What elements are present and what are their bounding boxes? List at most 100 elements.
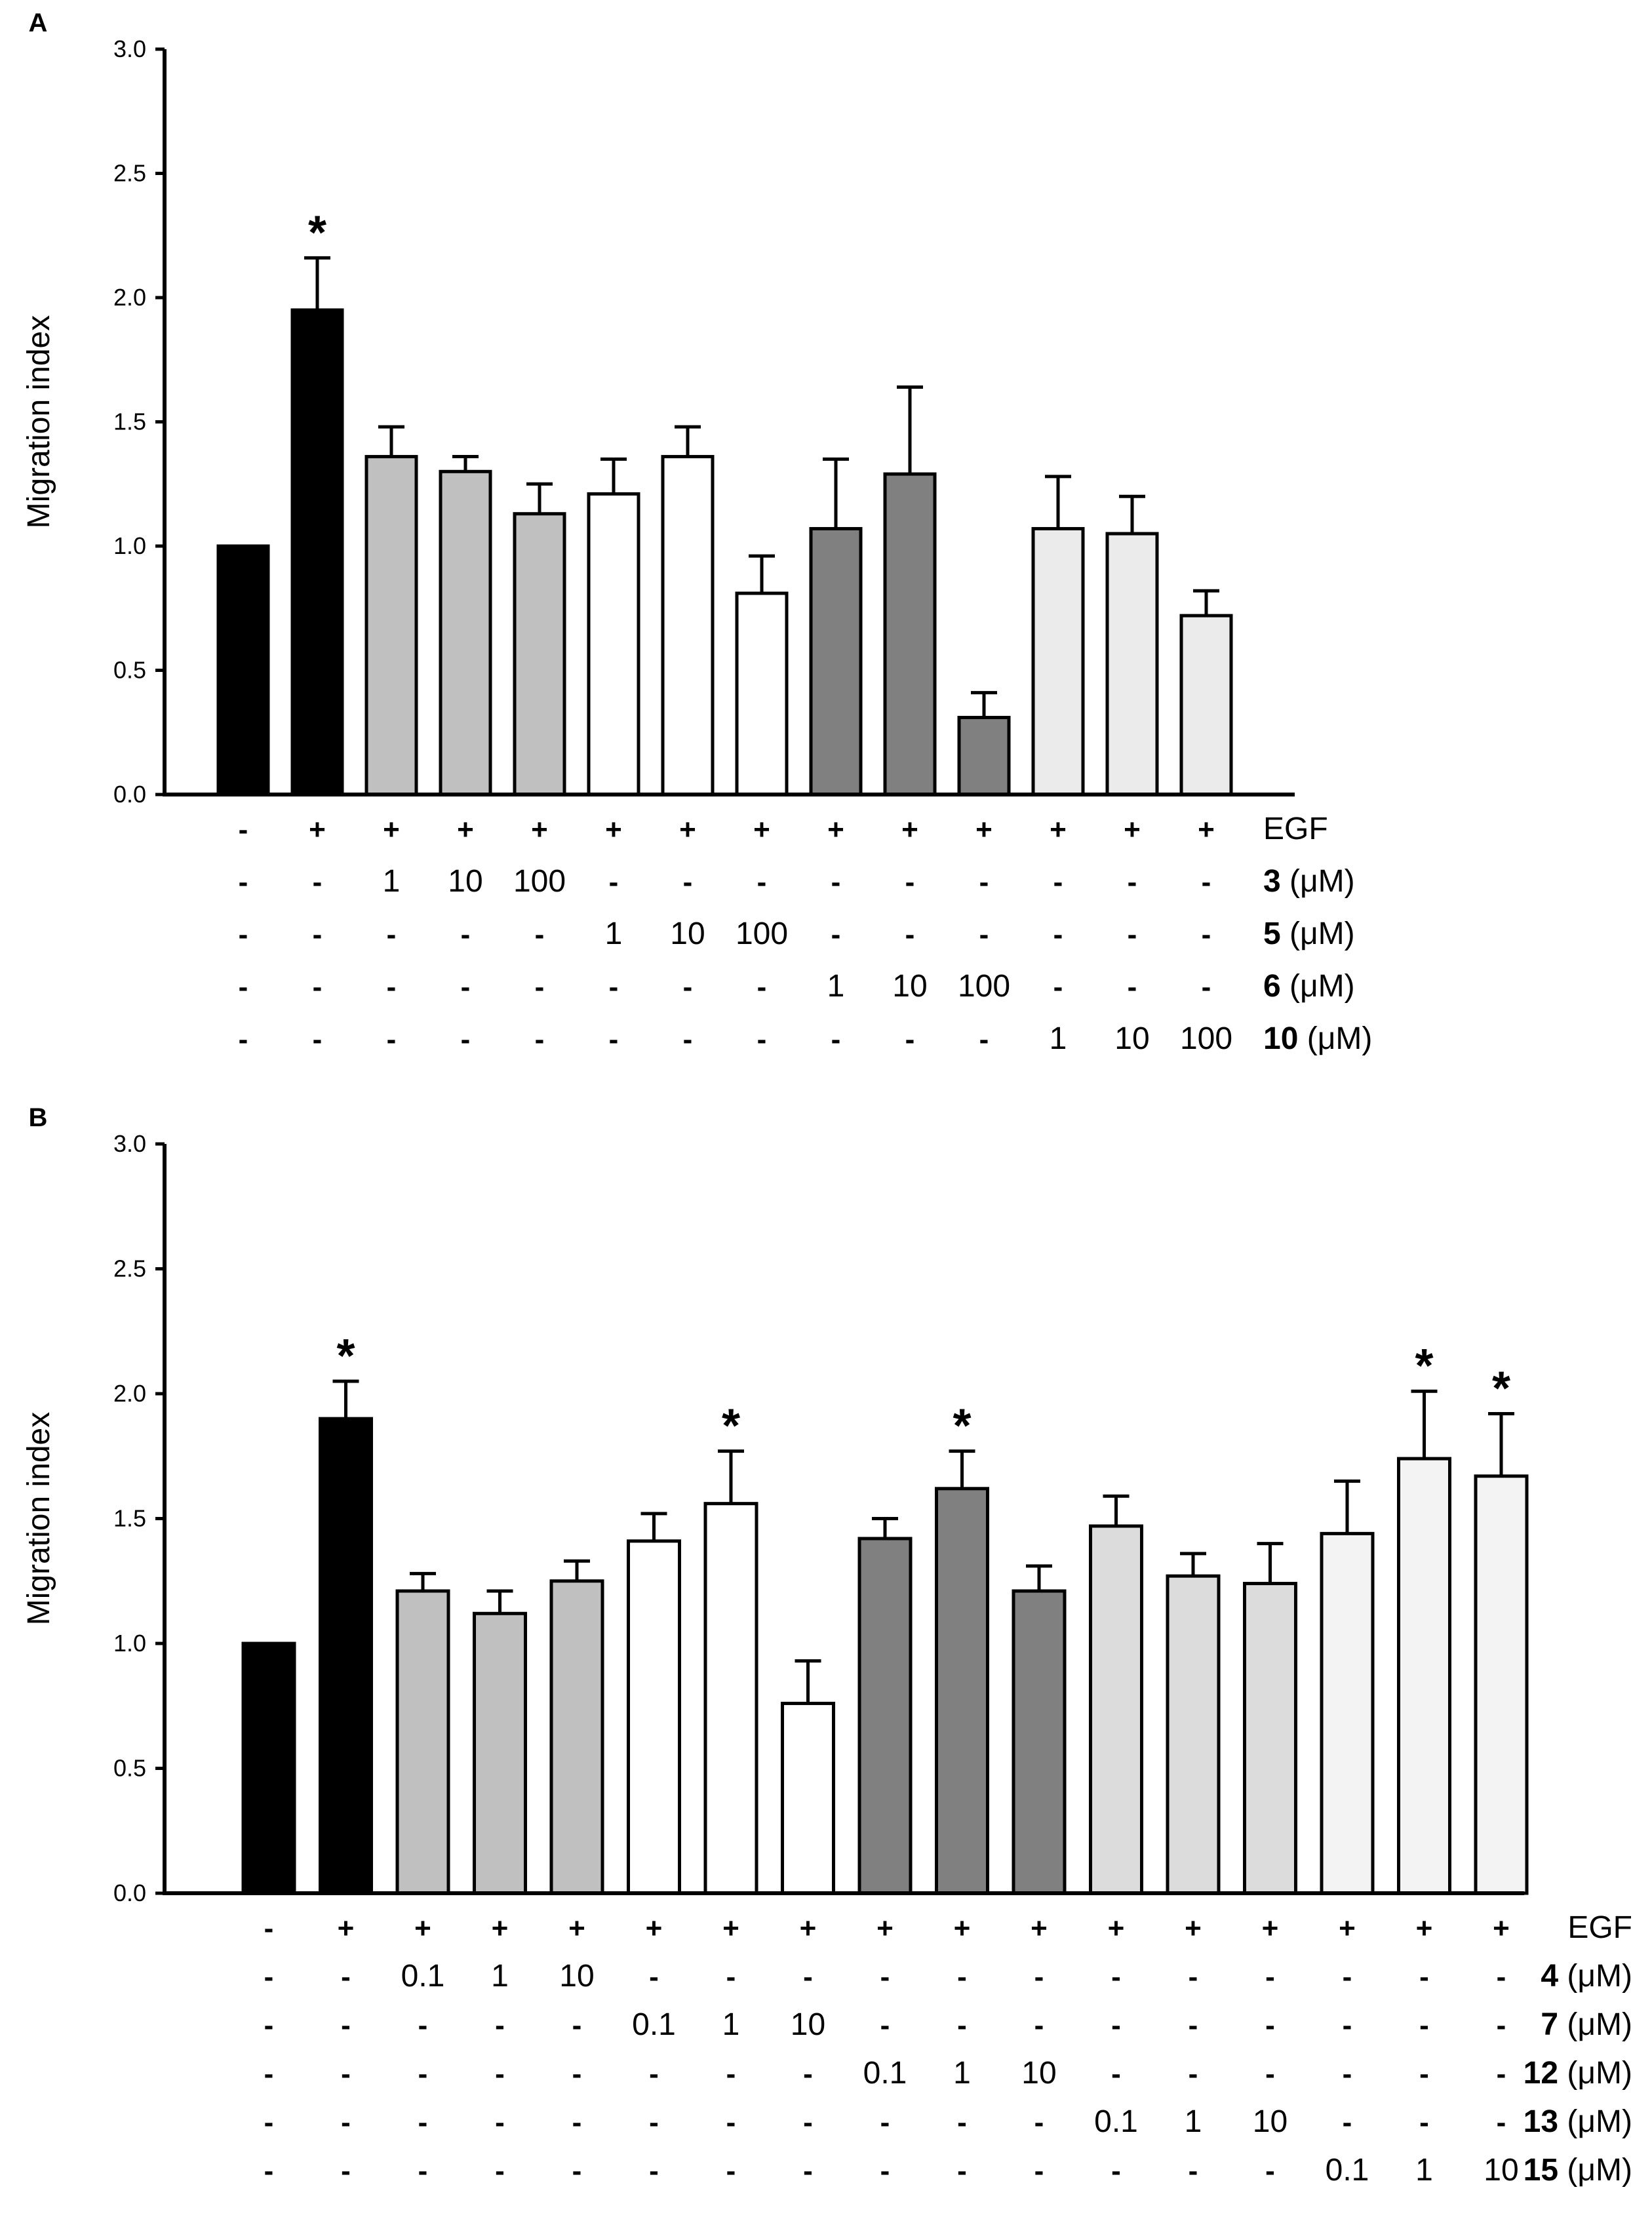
panel-b-treatment-row-label: 4 (μM) [1541,1959,1632,1994]
panel-a-treatment-cell: - [1128,866,1137,898]
panel-b-treatment-cell: 10 [791,2007,825,2042]
panel-b-treatment-cell: - [1265,2009,1275,2041]
panel-b-treatment-cell: - [264,1961,274,1993]
panel-b-significance-marker: * [1415,1340,1433,1392]
panel-a-treatment-cell: - [1128,971,1137,1003]
panel-a-y-tick-label: 3.0 [113,35,146,62]
panel-a-treatment-cell: + [1124,814,1141,846]
panel-b-treatment-cell: 0.1 [1326,2153,1369,2188]
panel-b-treatment-cell: 0.1 [401,1959,445,1994]
panel-b-treatment-cell: - [418,2009,428,2041]
panel-b-treatment-cell: - [1265,1961,1275,1993]
panel-b-treatment-cell: 1 [1415,2153,1433,2188]
panel-a-treatment-cell: - [313,918,323,951]
panel-b-treatment-cell: - [495,2009,505,2041]
panel-b-treatment-cell: - [264,2106,274,2138]
panel-b-treatment-cell: - [1111,1961,1121,1993]
panel-a-treatment-cell: - [979,866,989,898]
panel-b-treatment-cell: - [264,1912,274,1944]
panel-a-treatment-cell: - [979,918,989,951]
panel-a-y-tick-label: 2.5 [113,160,146,187]
panel-a-bar [513,512,566,796]
panel-b-treatment-cell: - [803,2155,813,2187]
panel-a-bar [661,455,715,796]
panel-b-treatment-cell: - [1343,2009,1352,2041]
panel-b-bar [1320,1531,1375,1895]
panel-a-treatment-cell: - [757,866,767,898]
panel-b-treatment-cell: - [726,2058,736,2090]
panel-b-treatment-cell: - [341,1961,351,1993]
panel-a-y-tick-label: 0.5 [113,657,146,684]
panel-a-bar [1179,614,1233,796]
panel-a-y-tick-label: 0.0 [113,781,146,808]
panel-b-y-axis-title: Migration index [22,1412,56,1626]
panel-b-treatment-cell: + [1031,1912,1048,1944]
panel-b-bar [935,1487,989,1895]
panel-a-y-tick-label: 1.5 [113,408,146,435]
panel-b-treatment-cell: - [957,1961,967,1993]
panel-a-treatment-cell: - [683,971,693,1003]
panel-b-bar [1089,1524,1143,1895]
panel-a-treatment-cell: - [905,918,915,951]
panel-a-treatment-row-label: 6 (μM) [1263,969,1355,1004]
panel-b-treatment-cell: 10 [1021,2056,1056,2091]
panel-a-bar [216,544,270,796]
panel-a-treatment-cell: - [239,866,248,898]
panel-a-treatment-cell: - [905,1023,915,1055]
panel-b-treatment-cell: + [568,1912,585,1944]
panel-b-treatment-cell: 1 [953,2056,971,2091]
panel-a-treatment-cell: + [309,814,326,846]
panel-b-treatment-cell: - [1189,2009,1198,2041]
panel-b-bar [473,1611,527,1895]
panel-a-treatment-cell: + [1050,814,1067,846]
panel-b-bar [319,1417,373,1895]
panel-a-treatment-cell: - [1202,866,1211,898]
panel-b-y-tick-label: 1.5 [113,1505,146,1532]
panel-a-treatment-cell: - [239,918,248,951]
panel-b-bar [1166,1574,1221,1895]
panel-b-treatment-cell: - [1111,2009,1121,2041]
panel-b-treatment-cell: - [1497,2009,1506,2041]
panel-b-treatment-cell: + [800,1912,817,1944]
panel-a-treatment-cell: - [757,971,767,1003]
panel-b-treatment-cell: + [1185,1912,1202,1944]
panel-b-treatment-cell: 0.1 [632,2007,676,2042]
panel-a-treatment-cell: 1 [1050,1021,1067,1056]
panel-a-treatment-cell: + [383,814,400,846]
panel-a-significance-marker: * [308,206,326,259]
panel-b-treatment-cell: - [726,1961,736,1993]
panel-b-bar [549,1579,604,1895]
panel-b-treatment-cell: - [957,2155,967,2187]
panel-a-treatment-cell: + [753,814,770,846]
panel-b-treatment-cell: - [1419,2009,1429,2041]
panel-b-bar [1012,1589,1067,1895]
panel-a-bar [957,716,1011,796]
panel-a-treatment-cell: - [831,918,841,951]
panel-b-treatment-cell: - [572,2009,582,2041]
panel-a-treatment-cell: + [605,814,622,846]
panel-b-treatment-cell: - [803,1961,813,1993]
panel-b-bar [781,1701,835,1895]
panel-b-treatment-cell: - [495,2106,505,2138]
panel-a-treatment-cell: - [461,971,471,1003]
panel-a-treatment-cell: - [313,1023,323,1055]
panel-a-treatment-cell: - [313,971,323,1003]
panel-b-treatment-cell: - [264,2058,274,2090]
panel-b-treatment-cell: 10 [1253,2104,1288,2139]
panel-b-treatment-cell: - [957,2106,967,2138]
panel-a-treatment-cell: - [461,1023,471,1055]
panel-a-y-tick-label: 2.0 [113,284,146,311]
panel-b-significance-marker: * [336,1330,355,1383]
panel-b-treatment-cell: + [1339,1912,1356,1944]
panel-b-treatment-cell: - [649,2058,659,2090]
panel-a-treatment-row-label: 5 (μM) [1263,916,1355,951]
panel-b-treatment-cell: + [338,1912,355,1944]
panel-a-treatment-cell: - [831,1023,841,1055]
panel-b-treatment-cell: - [572,2058,582,2090]
panel-b-treatment-cell: 10 [1484,2153,1518,2188]
panel-a-treatment-cell: - [1202,971,1211,1003]
panel-b-treatment-cell: - [880,1961,890,1993]
panel-b-bar [395,1589,450,1895]
panel-a-treatment-cell: + [975,814,993,846]
panel-a-treatment-cell: - [387,1023,397,1055]
